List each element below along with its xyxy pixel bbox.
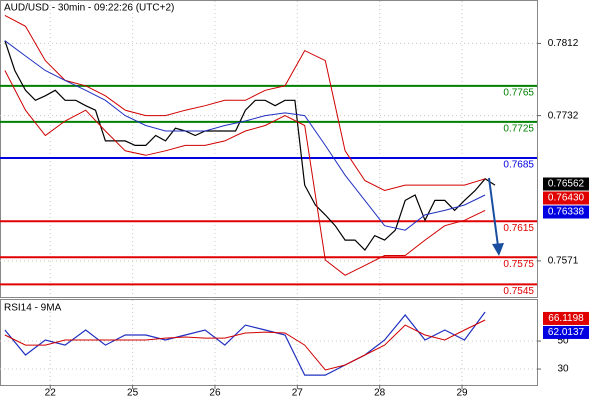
level-label: 0.7725 bbox=[503, 124, 534, 135]
series-line bbox=[4, 40, 486, 231]
price-marker-label: 0.76562 bbox=[548, 179, 585, 190]
x-tick-label: 26 bbox=[209, 388, 221, 399]
y-tick-label: 0.7571 bbox=[548, 256, 579, 267]
level-label: 0.7685 bbox=[503, 160, 534, 171]
price-marker-label: 0.76430 bbox=[548, 193, 585, 204]
x-tick-label: 28 bbox=[374, 388, 386, 399]
x-tick-label: 22 bbox=[45, 388, 57, 399]
y-tick-label: 30 bbox=[557, 364, 569, 375]
price-marker bbox=[543, 311, 589, 325]
price-marker-label: 0.76338 bbox=[548, 207, 585, 218]
series-line bbox=[4, 14, 486, 192]
price-marker bbox=[543, 177, 589, 191]
price-marker bbox=[543, 205, 589, 219]
y-tick-label: 0.7732 bbox=[548, 110, 579, 121]
x-tick-label: 25 bbox=[127, 388, 139, 399]
chart-title: AUD/USD - 30min - 09:22:26 (UTC+2) bbox=[4, 3, 174, 14]
series-line bbox=[4, 319, 486, 371]
rsi-title: RSI14 - 9MA bbox=[4, 303, 62, 314]
x-tick-label: 29 bbox=[456, 388, 468, 399]
series-line bbox=[4, 70, 486, 276]
y-tick-label: 0.7812 bbox=[548, 38, 579, 49]
level-label: 0.7615 bbox=[503, 223, 534, 234]
price-panel-frame bbox=[0, 0, 538, 298]
price-marker-label: 62.0137 bbox=[548, 327, 585, 338]
forecast-arrow bbox=[488, 177, 499, 247]
forecast-arrowhead bbox=[492, 243, 504, 256]
price-marker-label: 66.1198 bbox=[548, 313, 584, 324]
price-marker bbox=[543, 191, 589, 205]
level-label: 0.7765 bbox=[503, 87, 534, 98]
y-tick-label: 50 bbox=[557, 336, 569, 347]
rsi-panel-frame bbox=[0, 299, 538, 386]
level-label: 0.7545 bbox=[503, 286, 534, 297]
series-line bbox=[4, 40, 496, 252]
level-label: 0.7575 bbox=[503, 259, 534, 270]
series-line bbox=[4, 311, 486, 376]
price-marker bbox=[543, 325, 589, 339]
x-tick-label: 27 bbox=[292, 388, 304, 399]
